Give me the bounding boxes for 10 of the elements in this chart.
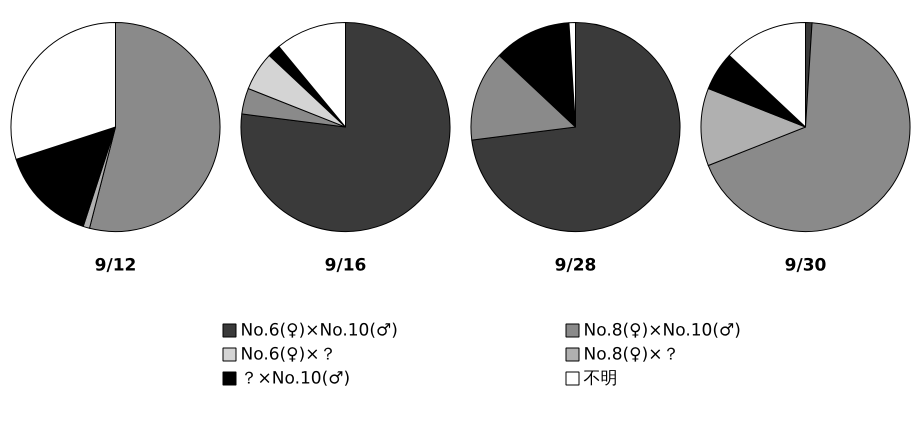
legend-label: No.8(♀)×？ — [584, 344, 680, 364]
legend-label: 不明 — [584, 368, 618, 388]
legend-label: No.6(♀)×？ — [240, 344, 336, 364]
legend-label: No.6(♀)×No.10(♂) — [240, 320, 398, 340]
text: 9/28 — [554, 256, 596, 276]
legend-label: No.8(♀)×No.10(♂) — [584, 320, 741, 340]
text: 9/12 — [94, 256, 136, 276]
legend-label: ？×No.10(♂) — [240, 368, 350, 388]
text: 9/30 — [784, 256, 827, 276]
text: 9/16 — [324, 256, 366, 276]
